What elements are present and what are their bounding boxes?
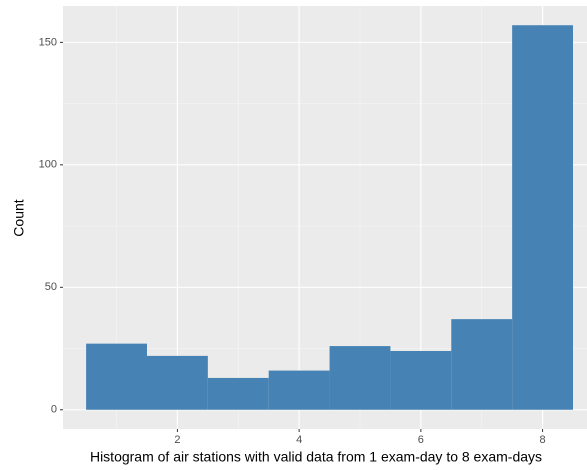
y-tick-label: 100 — [39, 159, 57, 171]
x-tick-label: 4 — [296, 434, 302, 446]
bar — [146, 355, 208, 410]
y-tick-label: 0 — [51, 404, 57, 416]
x-tick-label: 6 — [418, 434, 424, 446]
bar — [390, 350, 452, 410]
bar — [207, 377, 269, 410]
bar — [268, 370, 330, 410]
y-tick-label: 50 — [45, 281, 57, 293]
x-tick-label: 8 — [540, 434, 546, 446]
y-tick-label: 150 — [39, 36, 57, 48]
bar — [451, 319, 513, 410]
bar — [329, 346, 391, 410]
bar — [512, 25, 574, 410]
x-axis-title: Histogram of air stations with valid dat… — [90, 449, 542, 465]
x-tick-label: 2 — [174, 434, 180, 446]
bars — [86, 25, 574, 410]
bar — [86, 343, 147, 410]
y-axis-title: Count — [11, 199, 27, 236]
